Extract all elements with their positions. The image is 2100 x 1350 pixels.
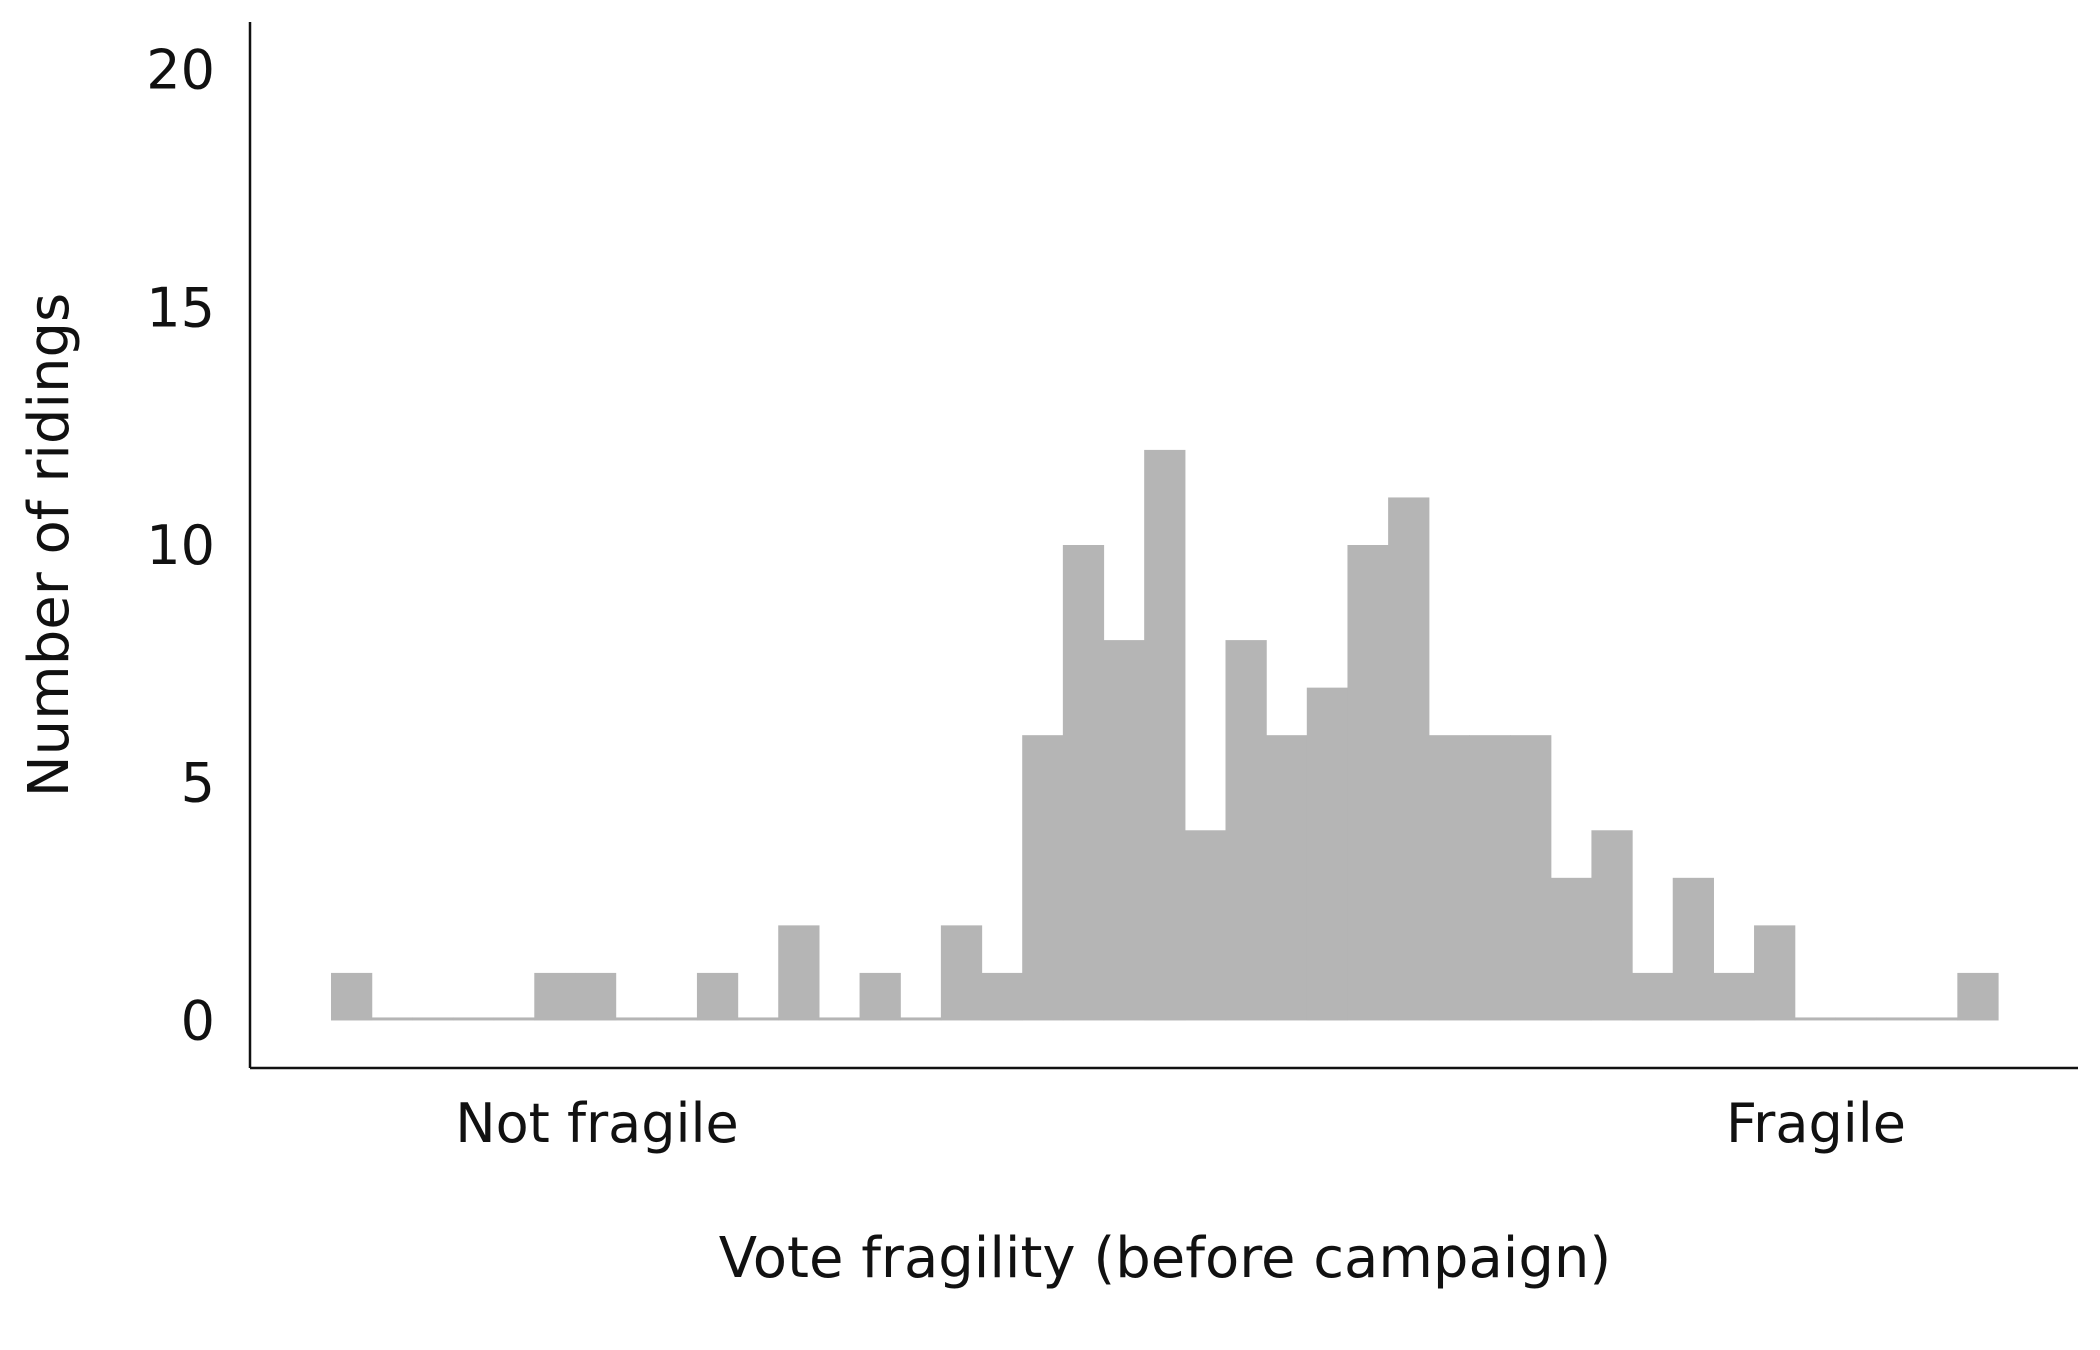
- histogram-bar: [1306, 687, 1349, 1021]
- histogram-bar: [737, 1017, 779, 1021]
- histogram-bar: [1957, 972, 1999, 1021]
- histogram-bar: [371, 1017, 413, 1021]
- histogram-bar: [1510, 735, 1552, 1021]
- histogram-bar: [696, 972, 739, 1021]
- histogram-bar: [1428, 735, 1471, 1021]
- histogram-bar: [1062, 545, 1105, 1021]
- histogram-bar: [1144, 449, 1186, 1021]
- histogram-bar: [900, 1017, 942, 1021]
- histogram-bar: [1347, 545, 1389, 1021]
- histogram-bar: [615, 1017, 657, 1021]
- x-tick-label-not-fragile: Not fragile: [455, 1092, 739, 1155]
- histogram-bar: [493, 1017, 535, 1021]
- histogram-bar: [1794, 1017, 1836, 1021]
- histogram-bar: [1225, 640, 1267, 1021]
- histogram-bar: [1184, 830, 1227, 1021]
- histogram-bar: [1266, 735, 1308, 1021]
- y-axis-title: Number of ridings: [17, 293, 82, 797]
- histogram-bar: [1916, 1017, 1958, 1021]
- histogram-bar: [981, 972, 1023, 1021]
- histogram-bar: [1672, 877, 1714, 1021]
- y-tick-label: 5: [181, 752, 215, 815]
- histogram-bar: [818, 1017, 861, 1021]
- y-tick-label: 10: [146, 514, 215, 577]
- histogram-bar: [940, 925, 983, 1021]
- histogram-bar: [1469, 735, 1511, 1021]
- histogram-bar: [1388, 497, 1430, 1021]
- histogram-bar: [778, 925, 820, 1021]
- bars-group: [331, 449, 1999, 1021]
- y-tick-labels: 0 5 10 15 20: [146, 39, 215, 1053]
- histogram-bar: [656, 1017, 698, 1021]
- histogram-bar: [1754, 925, 1796, 1021]
- histogram-bar: [1835, 1017, 1877, 1021]
- histogram-bar: [534, 972, 576, 1021]
- histogram-bar: [1876, 1017, 1918, 1021]
- histogram-bar: [1022, 735, 1064, 1021]
- histogram-bar: [1591, 830, 1633, 1021]
- histogram-bar: [859, 972, 901, 1021]
- x-tick-label-fragile: Fragile: [1726, 1092, 1906, 1155]
- histogram-bar: [1713, 972, 1755, 1021]
- y-tick-label: 0: [181, 990, 215, 1053]
- histogram-bar: [331, 972, 373, 1021]
- histogram-bar: [1550, 877, 1593, 1021]
- y-tick-label: 15: [146, 276, 215, 339]
- y-tick-label: 20: [146, 39, 215, 102]
- histogram-bar: [574, 972, 617, 1021]
- histogram-bar: [452, 1017, 495, 1021]
- histogram-bar: [1103, 640, 1145, 1021]
- histogram-bar: [412, 1017, 454, 1021]
- x-axis-title: Vote fragility (before campaign): [719, 1226, 1611, 1291]
- histogram-bar: [1632, 972, 1674, 1021]
